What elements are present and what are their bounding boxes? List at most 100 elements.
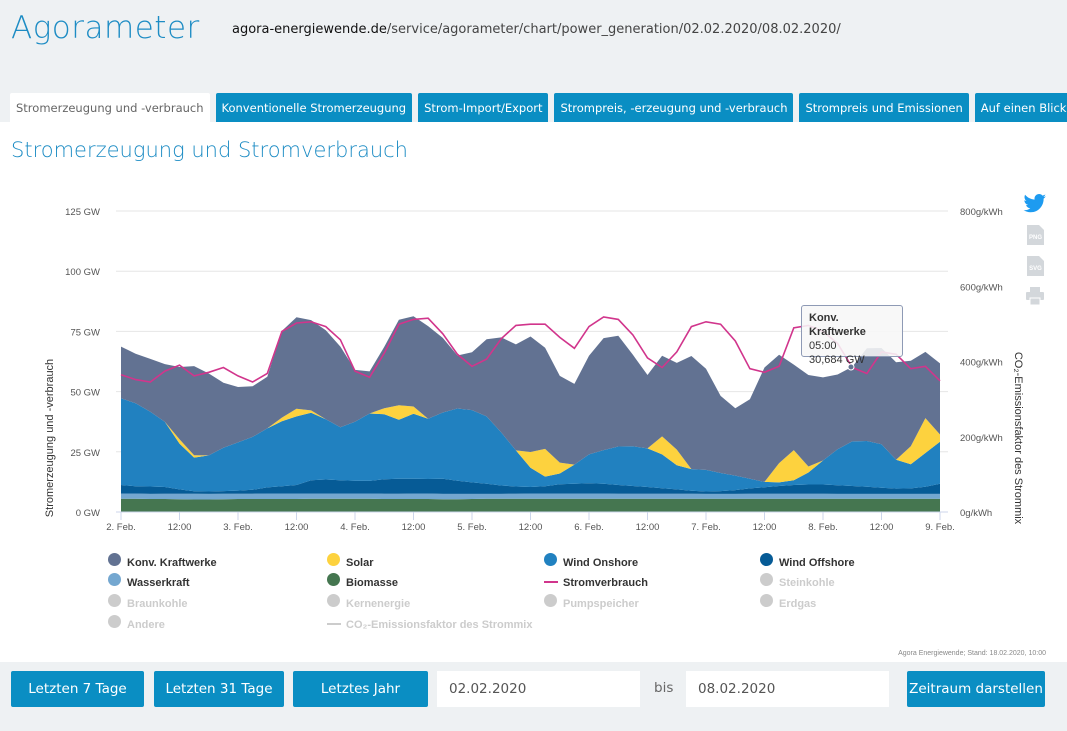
legend-item-solar[interactable]: Solar xyxy=(327,553,374,569)
legend-label: Biomasse xyxy=(346,577,398,589)
x-tick-label: 7. Feb. xyxy=(691,522,721,533)
legend-label: Andere xyxy=(127,619,165,631)
x-tick-label: 12:00 xyxy=(636,522,660,533)
legend-item-wasserkraft[interactable]: Wasserkraft xyxy=(108,573,190,589)
area-wind-onshore[interactable] xyxy=(121,398,940,492)
legend-item-co-emissionsfaktor-des-strommix[interactable]: CO₂-Emissionsfaktor des Strommix xyxy=(327,619,533,631)
legend-label: Solar xyxy=(346,557,374,569)
area-solar[interactable] xyxy=(121,398,940,483)
legend-dot-icon xyxy=(108,594,121,607)
x-tick-label: 12:00 xyxy=(285,522,309,533)
last-31-days-button[interactable]: Letzten 31 Tage xyxy=(154,671,284,707)
y-tick-label: 100 GW xyxy=(65,267,100,278)
tab-stromerzeugung[interactable]: Stromerzeugung und -verbrauch xyxy=(10,93,210,122)
legend-item-biomasse[interactable]: Biomasse xyxy=(327,573,398,589)
tooltip-series: Konv. Kraftwerke xyxy=(809,312,866,338)
y-right-tick-label: 0g/kWh xyxy=(960,508,992,519)
y-tick-label: 125 GW xyxy=(65,207,100,218)
legend-item-steinkohle[interactable]: Steinkohle xyxy=(760,573,835,589)
y-tick-label: 0 GW xyxy=(76,508,100,519)
legend-label: Wasserkraft xyxy=(127,577,190,589)
area-wasserkraft[interactable] xyxy=(121,493,940,500)
show-range-button[interactable]: Zeitraum darstellen xyxy=(907,671,1045,707)
url-domain: agora-energiewende.de xyxy=(232,22,387,37)
legend-item-wind-onshore[interactable]: Wind Onshore xyxy=(544,553,639,569)
legend-label: Erdgas xyxy=(779,598,817,610)
legend-dot-icon xyxy=(108,615,121,628)
x-tick-label: 8. Feb. xyxy=(808,522,838,533)
share-icons: PNG SVG xyxy=(1023,194,1049,316)
chart-credit: Agora Energiewende; Stand: 18.02.2020, 1… xyxy=(898,650,1046,657)
legend-label: CO₂-Emissionsfaktor des Strommix xyxy=(346,619,533,631)
date-from-input[interactable] xyxy=(437,671,640,707)
area-biomasse[interactable] xyxy=(121,498,940,512)
url-path: /service/agorameter/chart/power_generati… xyxy=(386,22,841,37)
legend-item-stromverbrauch[interactable]: Stromverbrauch xyxy=(544,577,648,589)
legend-item-wind-offshore[interactable]: Wind Offshore xyxy=(760,553,855,569)
png-download-icon[interactable]: PNG xyxy=(1023,225,1049,250)
y-axis-title-right: CO₂-Emissionsfaktor des Strommix xyxy=(1012,352,1024,525)
x-tick-label: 12:00 xyxy=(402,522,426,533)
legend-dot-icon xyxy=(327,573,340,586)
legend-label: Steinkohle xyxy=(779,577,835,589)
date-to-input[interactable] xyxy=(686,671,889,707)
last-7-days-button[interactable]: Letzten 7 Tage xyxy=(11,671,144,707)
x-tick-label: 12:00 xyxy=(168,522,192,533)
tooltip-value: 30,684 GW xyxy=(809,354,865,366)
y-tick-label: 75 GW xyxy=(70,327,100,338)
stacked-areas xyxy=(121,316,940,512)
tab-konventionelle[interactable]: Konventionelle Stromerzeugung xyxy=(215,93,413,122)
legend-label: Wind Onshore xyxy=(563,557,639,569)
area-wind-offshore[interactable] xyxy=(121,478,940,494)
print-icon[interactable] xyxy=(1023,287,1049,310)
y-axis-title-left: Stromerzeugung und -verbrauch xyxy=(44,359,56,517)
legend-dot-icon xyxy=(108,553,121,566)
x-tick-label: 2. Feb. xyxy=(106,522,136,533)
legend-item-konv-kraftwerke[interactable]: Konv. Kraftwerke xyxy=(108,553,217,569)
y-right-tick-label: 600g/kWh xyxy=(960,282,1003,293)
url-display: agora-energiewende.de/service/agorameter… xyxy=(232,22,841,37)
logo[interactable]: Agorameter xyxy=(11,10,200,46)
legend-item-kernenergie[interactable]: Kernenergie xyxy=(327,594,411,610)
legend-item-braunkohle[interactable]: Braunkohle xyxy=(108,594,188,610)
svg-label: SVG xyxy=(1029,266,1042,272)
area-konv-kraftwerke[interactable] xyxy=(121,316,940,482)
axes: 0 GW 25 GW 50 GW 75 GW 100 GW 125 GW 0g/kWh 200… xyxy=(65,207,1003,533)
tooltip-time: 05:00 xyxy=(809,340,837,352)
header: Agorameter agora-energiewende.de/service… xyxy=(0,0,1067,92)
tab-import-export[interactable]: Strom-Import/Export xyxy=(418,93,549,122)
legend-dot-icon xyxy=(760,573,773,586)
png-label: PNG xyxy=(1029,235,1042,241)
twitter-icon[interactable] xyxy=(1023,194,1049,219)
legend-label: Konv. Kraftwerke xyxy=(127,557,217,569)
x-tick-label: 9. Feb. xyxy=(925,522,955,533)
legend-label: Kernenergie xyxy=(346,598,411,610)
page-title: Stromerzeugung und Stromverbrauch xyxy=(11,138,408,162)
legend-item-andere[interactable]: Andere xyxy=(108,615,165,631)
legend-label: Wind Offshore xyxy=(779,557,855,569)
y-tick-label: 25 GW xyxy=(70,448,100,459)
svg-download-icon[interactable]: SVG xyxy=(1023,256,1049,281)
tab-bar: Stromerzeugung und -verbrauch Konvention… xyxy=(10,93,1067,122)
legend-item-erdgas[interactable]: Erdgas xyxy=(760,594,817,610)
legend-dot-icon xyxy=(544,553,557,566)
x-tick-label: 12:00 xyxy=(753,522,777,533)
legend-item-pumpspeicher[interactable]: Pumpspeicher xyxy=(544,594,639,610)
chart: 0 GW 25 GW 50 GW 75 GW 100 GW 125 GW 0g/kWh 200… xyxy=(44,207,1024,533)
legend-label: Braunkohle xyxy=(127,598,188,610)
x-tick-label: 12:00 xyxy=(519,522,543,533)
legend-dot-icon xyxy=(327,594,340,607)
legend-dot-icon xyxy=(108,573,121,586)
x-tick-label: 4. Feb. xyxy=(340,522,370,533)
y-right-tick-label: 200g/kWh xyxy=(960,433,1003,444)
last-year-button[interactable]: Letztes Jahr xyxy=(293,671,428,707)
tab-strompreis-emissionen[interactable]: Strompreis und Emissionen xyxy=(799,93,969,122)
legend-dot-icon xyxy=(760,594,773,607)
bis-label: bis xyxy=(654,680,674,696)
legend-dot-icon xyxy=(327,553,340,566)
legend-dot-icon xyxy=(544,594,557,607)
main-panel: Stromerzeugung und Stromverbrauch 0 GW 25… xyxy=(0,122,1067,662)
tab-strompreis-erzeugung[interactable]: Strompreis, -erzeugung und -verbrauch xyxy=(554,93,794,122)
x-tick-label: 12:00 xyxy=(870,522,894,533)
tab-auf-einen-blick[interactable]: Auf einen Blick xyxy=(974,93,1067,122)
